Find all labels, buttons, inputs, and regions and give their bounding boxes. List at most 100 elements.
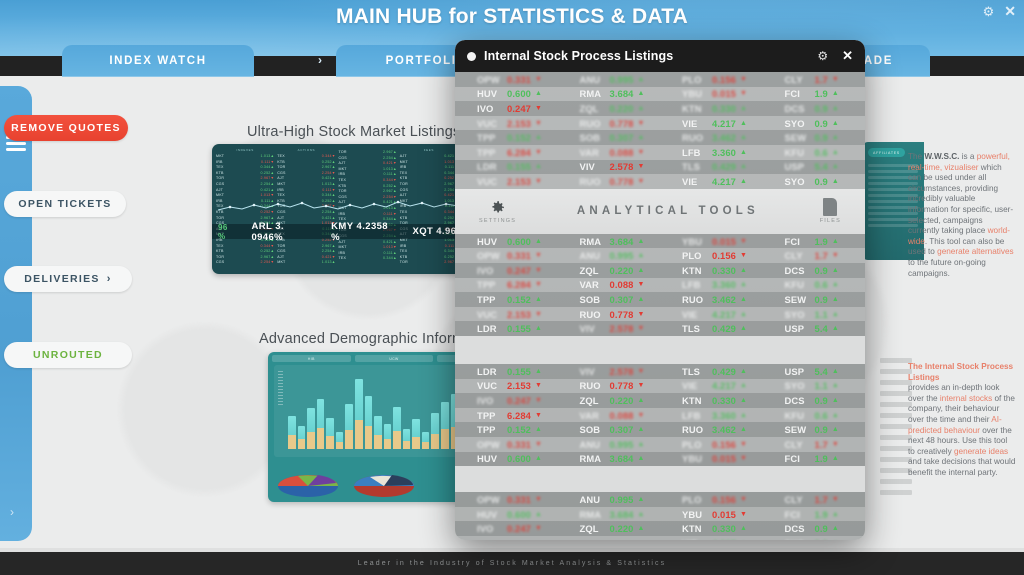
stock-cell: SYO 1.1▲ xyxy=(763,380,866,391)
modal-spacer xyxy=(455,336,865,364)
stock-symbol: ZQL xyxy=(579,523,599,535)
stock-cell: FCI 1.9 ▲ xyxy=(763,509,866,520)
table-row[interactable]: TPP 0.152 ▲ SOB 0.307 ▲ RUO 3.462 ▲ SEW 0.9 ▲ xyxy=(455,130,865,145)
stock-value: 0.247 xyxy=(507,394,531,406)
sidebar-item-deliveries[interactable]: DELIVERIES › xyxy=(4,266,132,292)
stock-table: LDR 0.155 ▲ VIV 2.578 ▼ TLS 0.429 ▲ USP 5.4 ▲ VUC 2.1… xyxy=(455,364,866,467)
ticker-column-header: FEES xyxy=(423,148,434,152)
arrow-up-icon: ▲ xyxy=(739,367,747,375)
stock-symbol: PLO xyxy=(682,438,702,450)
sidebar-item-remove-quotes[interactable]: REMOVE QUOTES xyxy=(4,115,128,141)
sidebar-item-unrouted[interactable]: UNROUTED xyxy=(4,342,132,368)
stock-cell: PLO 0.156 ▼ xyxy=(660,250,763,261)
table-row[interactable]: TPP 0.152 ▲ SOB 0.307 ▲ RUO 3.462 ▲ SEW 0.9 ▲ xyxy=(455,292,865,307)
demo-chip-ucw[interactable]: UCW xyxy=(354,355,434,362)
stock-cell: ANU 0.995 ▲ xyxy=(558,74,661,85)
demo-chip-hib[interactable]: HIB xyxy=(272,355,351,362)
files-button[interactable]: FILES xyxy=(820,198,841,224)
close-icon[interactable]: ✕ xyxy=(842,48,853,63)
stock-symbol: ANU xyxy=(579,438,601,450)
table-row[interactable]: HUV 0.600 ▲ RMA 3.684 ▲ YBU 0.015 ▼ FCI 1.9 ▲ xyxy=(455,86,865,102)
table-row[interactable]: TPP 6.284 ▼ VAR 0.088 ▼ LFB 3.360 ▲ KFU 0.6 ▲ xyxy=(455,144,865,160)
stock-value: 4.217 xyxy=(712,538,736,540)
stock-symbol: RUO xyxy=(682,132,704,144)
stock-cell: RUO 0.778▼ xyxy=(558,309,661,320)
table-row[interactable]: OPW 0.331 ▼ ANU 0.995 ▲ PLO 0.156 ▼ CLY 1.7 ▼ xyxy=(455,248,865,263)
arrow-up-icon: ▲ xyxy=(739,148,747,156)
stock-symbol: OPW xyxy=(477,493,500,505)
tab-label: PORTFOLIOS xyxy=(385,55,477,67)
stock-cell: IVO 0.247 ▼ xyxy=(455,395,558,406)
table-row[interactable]: HUV 0.600 ▲ RMA 3.684 ▲ YBU 0.015 ▼ FCI 1.9 ▲ xyxy=(455,451,865,467)
arrow-up-icon: ▲ xyxy=(637,252,645,260)
tab-index-watch[interactable]: INDEX WATCH xyxy=(62,45,254,77)
arrow-down-icon: ▼ xyxy=(831,440,839,448)
arrow-down-icon: ▼ xyxy=(637,177,645,185)
table-row[interactable]: HUV 0.600 ▲ RMA 3.684 ▲ YBU 0.015 ▼ FCI 1.9 ▲ xyxy=(455,506,866,522)
arrow-up-icon: ▲ xyxy=(534,367,542,375)
table-row[interactable]: VUC 2.153 ▼ RUO 0.778 ▼ VIE 4.217 ▲ SYO 0.9 ▲ xyxy=(455,174,865,189)
stock-symbol: SOB xyxy=(579,424,601,436)
stock-cell: SOB 0.307 ▲ xyxy=(558,424,661,435)
body-text: to the future on-going campaigns. xyxy=(908,257,986,278)
arrow-up-icon: ▲ xyxy=(637,75,645,83)
table-row[interactable]: OPW 0.331 ▼ ANU 0.995 ▲ PLO 0.156 ▼ CLY 1.7 ▼ xyxy=(455,436,865,452)
chart-bar-segment xyxy=(393,430,401,449)
sidebar-item-open-tickets[interactable]: OPEN TICKETS xyxy=(4,191,126,217)
info-text-wwsc: The W.W.S.C. is a powerful, real-time, v… xyxy=(908,152,1016,279)
table-row[interactable]: OPW 0.331 ▼ ANU 0.995 ▲ PLO 0.156 ▼ CLY 1.7 ▼ xyxy=(455,72,865,87)
table-row[interactable]: HUV 0.600 ▲ RMA 3.684 ▲ YBU 0.015 ▼ FCI 1.9 ▲ xyxy=(455,233,865,249)
stock-symbol: HUV xyxy=(477,235,498,247)
table-row[interactable]: VUC 2.153 ▼ RUO 0.778 ▼ VIE 4.217 ▲ SYO 0.9 ▲ xyxy=(455,115,865,131)
chart-bar xyxy=(393,406,401,449)
arrow-down-icon: ▼ xyxy=(534,440,542,448)
arrow-up-icon: ▲ xyxy=(637,90,645,98)
stock-cell: YBU 0.015 ▼ xyxy=(660,236,763,247)
stock-cell: PLO 0.156 ▼ xyxy=(660,439,763,450)
stock-symbol: CLY xyxy=(784,73,803,85)
stock-symbol: RMA xyxy=(579,508,602,520)
affiliates-badge[interactable]: AFFILIATES xyxy=(868,148,905,157)
table-row[interactable]: LDR 0.155 ▲ VIV 2.578 ▼ TLS 0.429 ▲ USP 5.4 ▲ xyxy=(455,321,865,336)
table-row[interactable]: TPP 0.152 ▲ SOB 0.307 ▲ RUO 3.462 ▲ SEW 0.9 ▲ xyxy=(455,422,865,437)
stock-cell: SEW 0.9 ▲ xyxy=(763,132,866,143)
table-row[interactable]: LDR 0.155 ▲ VIV 2.578 ▼ TLS 0.429 ▲ USP 5.4 ▲ xyxy=(455,364,865,379)
stock-symbol: KFU xyxy=(784,409,805,421)
gear-icon[interactable]: ⚙ xyxy=(817,49,829,63)
stock-value: 0.995 xyxy=(609,438,634,450)
modal-title-bar[interactable]: Internal Stock Process Listings ⚙ ✕ xyxy=(455,40,865,72)
modal-internal-stock-process-listings[interactable]: Internal Stock Process Listings ⚙ ✕ OPW 0… xyxy=(455,40,865,540)
arrow-up-icon: ▲ xyxy=(637,104,645,112)
stock-cell: RMA 3.684 ▲ xyxy=(558,453,661,464)
stock-value: 2.153 xyxy=(507,175,531,187)
stock-ticker-board[interactable]: INDEXES MKT 1.013▲ IRB 0.111▼ TEX 0.344▲ KTB 0.2… xyxy=(212,144,462,274)
arrow-up-icon: ▲ xyxy=(739,396,747,404)
chevron-right-icon[interactable]: › xyxy=(10,505,14,519)
table-row[interactable]: TPP 6.284 ▼ VAR 0.088 ▼ LFB 3.360 ▲ KFU 0.6 ▲ xyxy=(455,407,865,423)
table-row[interactable]: IVO 0.247 ▼ ZQL 0.220 ▲ KTN 0.330 ▲ DCS 0.9 ▲ xyxy=(455,521,865,536)
stock-cell: SOB 0.307 ▲ xyxy=(558,132,661,143)
table-row[interactable]: TPP 6.284 ▼ VAR 0.088 ▼ LFB 3.360 ▲ KFU 0.6 ▲ xyxy=(455,277,865,293)
close-icon[interactable]: ✕ xyxy=(1004,3,1016,19)
gear-icon[interactable]: ⚙ xyxy=(982,3,995,19)
table-row[interactable]: OPW 0.331 ▼ ANU 0.995 ▲ PLO 0.156 ▼ CLY 1.7 ▼ xyxy=(455,492,865,507)
stock-value: 0.9 xyxy=(814,424,828,436)
stock-symbol: VUC xyxy=(477,380,498,392)
tab-label: INDEX WATCH xyxy=(109,55,207,67)
stock-value: 3.684 xyxy=(609,453,634,465)
table-row[interactable]: LDR 0.155 ▲ VIV 2.578 ▼ TLS 0.429 ▲ USP 5.4 ▲ xyxy=(455,159,865,175)
settings-button[interactable]: SETTINGS xyxy=(479,199,516,224)
stock-cell: YBU 0.015 ▼ xyxy=(660,453,763,464)
table-row[interactable]: IVO 0.247 ▼ ZQL 0.220 ▲ KTN 0.330 ▲ DCS 0.9 ▲ xyxy=(455,101,865,116)
table-row[interactable]: IVO 0.247 ▼ ZQL 0.220 ▲ KTN 0.330 ▲ DCS 0.9 ▲ xyxy=(455,262,865,278)
sparkline-chart xyxy=(218,200,458,211)
page-title-main: MAIN HUB for xyxy=(335,5,484,28)
table-row[interactable]: IVO 0.247 ▼ ZQL 0.220 ▲ KTN 0.330 ▲ DCS 0.9 ▲ xyxy=(455,393,865,408)
